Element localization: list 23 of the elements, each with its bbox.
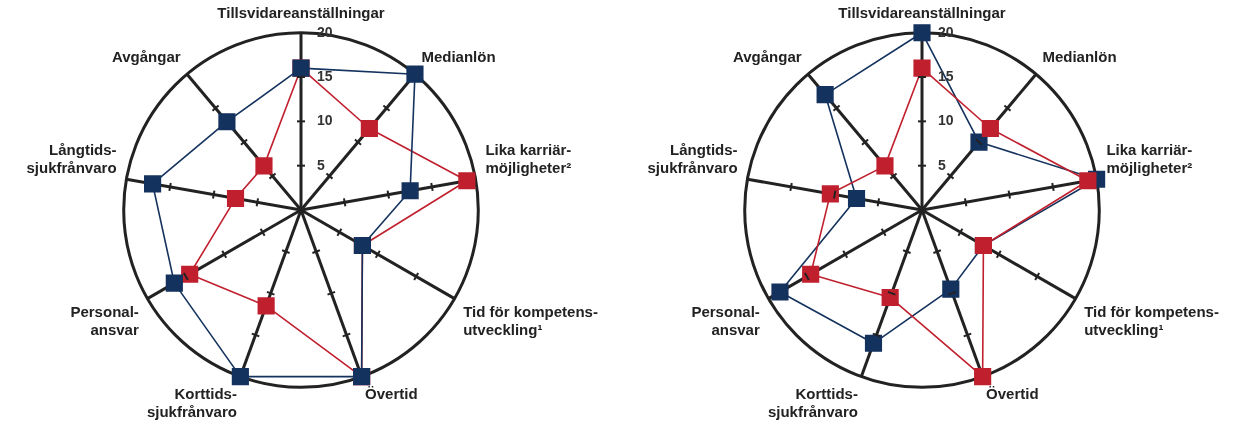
y-tick-label: 15 xyxy=(317,67,333,84)
spoke-label: Avgångar xyxy=(732,47,802,65)
spoke-label: Korttids- sjukfrånvaro xyxy=(767,385,858,421)
spoke-label: Medianlön xyxy=(421,47,496,65)
spoke-label: Långtids- sjukfrånvaro xyxy=(26,140,117,176)
spoke-label: Övertid xyxy=(365,385,418,403)
spoke-label: Tillsvidareanställningar xyxy=(838,3,1006,21)
spoke-label: Långtids- sjukfrånvaro xyxy=(647,140,738,176)
y-tick-label: 5 xyxy=(938,156,946,173)
spoke-label: Lika karriär- möjligheter² xyxy=(485,140,572,176)
spoke-label: Korttids- sjukfrånvaro xyxy=(146,385,237,421)
spoke-label: Tid för kompetens- utveckling¹ xyxy=(1084,302,1219,338)
spoke-label: Avgångar xyxy=(111,47,181,65)
spoke-label: Medianlön xyxy=(1042,47,1117,65)
spoke-label: Tillsvidareanställningar xyxy=(217,3,385,21)
y-tick-label: 10 xyxy=(317,112,333,129)
spoke-label: Lika karriär- möjligheter² xyxy=(1106,140,1193,176)
spoke-label: Tid för kompetens- utveckling¹ xyxy=(463,302,598,338)
y-tick-label: 5 xyxy=(317,156,325,173)
spoke-label: Övertid xyxy=(986,385,1039,403)
y-tick-label: 10 xyxy=(938,112,954,129)
spoke-label: Personal- ansvar xyxy=(691,302,760,338)
spoke-label: Personal- ansvar xyxy=(70,302,139,338)
